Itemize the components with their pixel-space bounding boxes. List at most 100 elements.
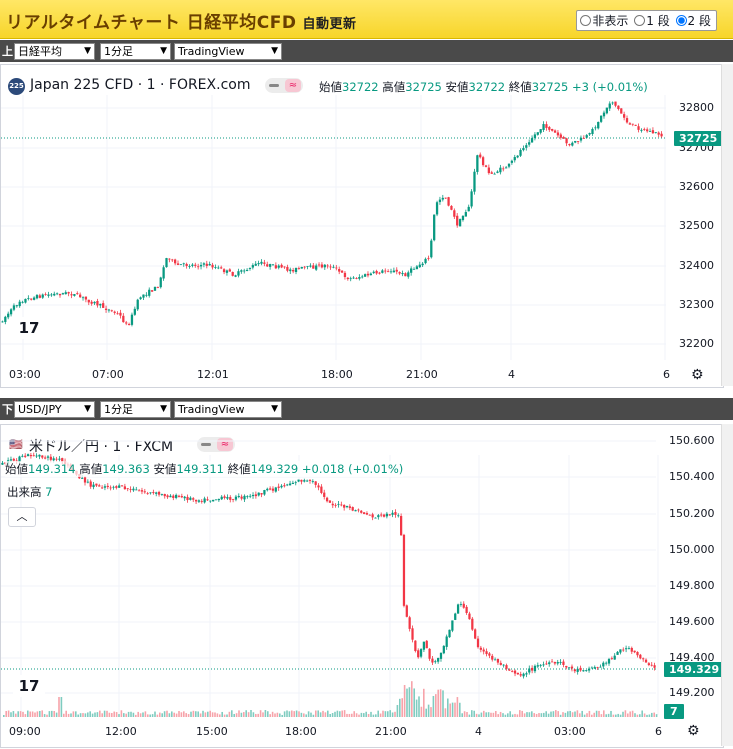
usdjpy-candle	[146, 493, 149, 495]
top-chart-panel[interactable]: 225 Japan 225 CFD · 1 · FOREX.com ≈ 始値32…	[0, 64, 724, 388]
nikkei-candle	[50, 294, 53, 296]
usdjpy-candle	[226, 497, 229, 499]
top-price-chart[interactable]	[1, 65, 723, 387]
usdjpy-candle	[371, 514, 374, 518]
nikkei-candle	[133, 308, 136, 315]
usdjpy-candle	[303, 480, 306, 482]
volume-bar	[480, 712, 483, 717]
gear-icon[interactable]: ⚙	[687, 723, 700, 739]
nikkei-candle	[292, 270, 295, 272]
usdjpy-candle	[86, 481, 89, 483]
top-visibility-toggle[interactable]: ≈	[265, 78, 303, 93]
volume-bar	[43, 714, 46, 717]
volume-bar	[353, 711, 355, 717]
bottom-symbol-legend[interactable]: 米ドル／円 · 1 · FXCM	[29, 439, 174, 455]
mode-1-radio[interactable]	[634, 15, 646, 26]
top-last-price-label: 32725	[674, 131, 723, 146]
nikkei-candle	[542, 124, 545, 130]
mode-2-option[interactable]: 2 段	[675, 14, 711, 28]
volume-bar	[276, 712, 279, 717]
volume-bar	[216, 713, 219, 717]
top-symbol-legend[interactable]: Japan 225 CFD · 1 · FOREX.com	[30, 77, 251, 93]
bottom-interval-select[interactable]: 1分足 ▼	[100, 401, 171, 418]
top-interval-select[interactable]: 1分足 ▼	[100, 43, 171, 60]
top-scrollbar[interactable]	[721, 64, 733, 386]
nikkei-candle	[551, 128, 554, 131]
nikkei-candle	[317, 264, 321, 266]
volume-bar	[137, 711, 139, 717]
volume-bar	[411, 681, 413, 717]
nikkei-candle	[424, 258, 427, 264]
nikkei-candle	[107, 309, 111, 311]
nikkei-candle	[332, 266, 335, 268]
volume-bar	[51, 710, 53, 717]
volume-bar	[629, 711, 631, 717]
volume-bar	[418, 696, 420, 717]
tradingview-logo-icon[interactable]: 17	[13, 675, 45, 697]
volume-bar	[631, 710, 634, 717]
y-axis-tick: 32400	[679, 259, 714, 272]
volume-bar	[447, 698, 449, 717]
nikkei-candle	[113, 311, 116, 313]
volume-bar	[55, 712, 58, 717]
volume-bar	[223, 714, 226, 717]
volume-bar	[82, 713, 84, 717]
volume-bar	[523, 713, 526, 717]
volume-bar	[634, 713, 636, 717]
usdjpy-candle	[243, 495, 246, 500]
nikkei-candle	[130, 314, 134, 325]
x-axis-tick: 12:01	[197, 368, 229, 381]
nikkei-candle	[617, 105, 620, 110]
usdjpy-candle	[32, 455, 35, 457]
volume-bar	[531, 711, 533, 717]
volume-bar	[442, 690, 444, 717]
volume-bar	[384, 711, 387, 717]
volume-bar	[271, 711, 274, 717]
usdjpy-candle	[585, 670, 588, 671]
bottom-symbol-select[interactable]: USD/JPY ▼	[14, 401, 95, 418]
gear-icon[interactable]: ⚙	[691, 367, 704, 383]
volume-bar	[593, 712, 595, 717]
usdjpy-candle	[118, 485, 121, 488]
usdjpy-candle	[212, 499, 215, 502]
top-provider-select[interactable]: TradingView ▼	[174, 43, 282, 60]
mode-2-radio[interactable]	[675, 15, 687, 26]
usdjpy-candle	[525, 673, 528, 675]
volume-bar	[163, 711, 166, 717]
usdjpy-candle	[354, 510, 357, 512]
nikkei-candle	[96, 300, 99, 306]
mode-1-option[interactable]: 1 段	[634, 14, 670, 28]
volume-bar	[41, 710, 43, 717]
volume-bar	[643, 713, 646, 717]
nikkei-candle	[450, 205, 453, 210]
bottom-provider-select[interactable]: TradingView ▼	[174, 401, 282, 418]
usdjpy-candle	[388, 514, 391, 516]
volume-bar	[612, 714, 615, 717]
volume-bar	[161, 713, 163, 717]
usdjpy-candle	[300, 479, 303, 482]
mode-hidden-radio[interactable]	[580, 15, 592, 26]
chevron-down-icon: ▼	[84, 46, 91, 56]
top-symbol-select[interactable]: 日経平均 ▼	[14, 43, 95, 60]
tradingview-logo-icon[interactable]: 17	[13, 317, 45, 339]
nikkei-candle	[614, 101, 617, 106]
nikkei-candle	[470, 191, 473, 207]
volume-bar	[135, 714, 137, 717]
nikkei-candle	[297, 268, 301, 269]
volume-bar	[192, 710, 195, 717]
volume-bar	[108, 712, 111, 717]
volume-bar	[339, 711, 341, 717]
volume-bar	[307, 711, 310, 717]
mode-hidden-option[interactable]: 非表示	[580, 14, 628, 28]
nikkei-candle	[165, 258, 168, 268]
bottom-scrollbar[interactable]	[721, 424, 733, 746]
bottom-price-chart[interactable]	[1, 425, 723, 747]
bottom-chart-panel[interactable]: 🇺🇸 米ドル／円 · 1 · FXCM ≈ 始値149.314 高値149.36…	[0, 424, 725, 748]
chevron-up-icon[interactable]: ︿	[8, 507, 36, 527]
usdjpy-candle	[545, 663, 548, 665]
volume-bar	[243, 712, 245, 717]
nikkei-candle	[378, 272, 381, 274]
nikkei-candle	[87, 299, 90, 303]
usdjpy-candle	[163, 493, 166, 497]
x-axis-tick: 6	[663, 368, 670, 381]
